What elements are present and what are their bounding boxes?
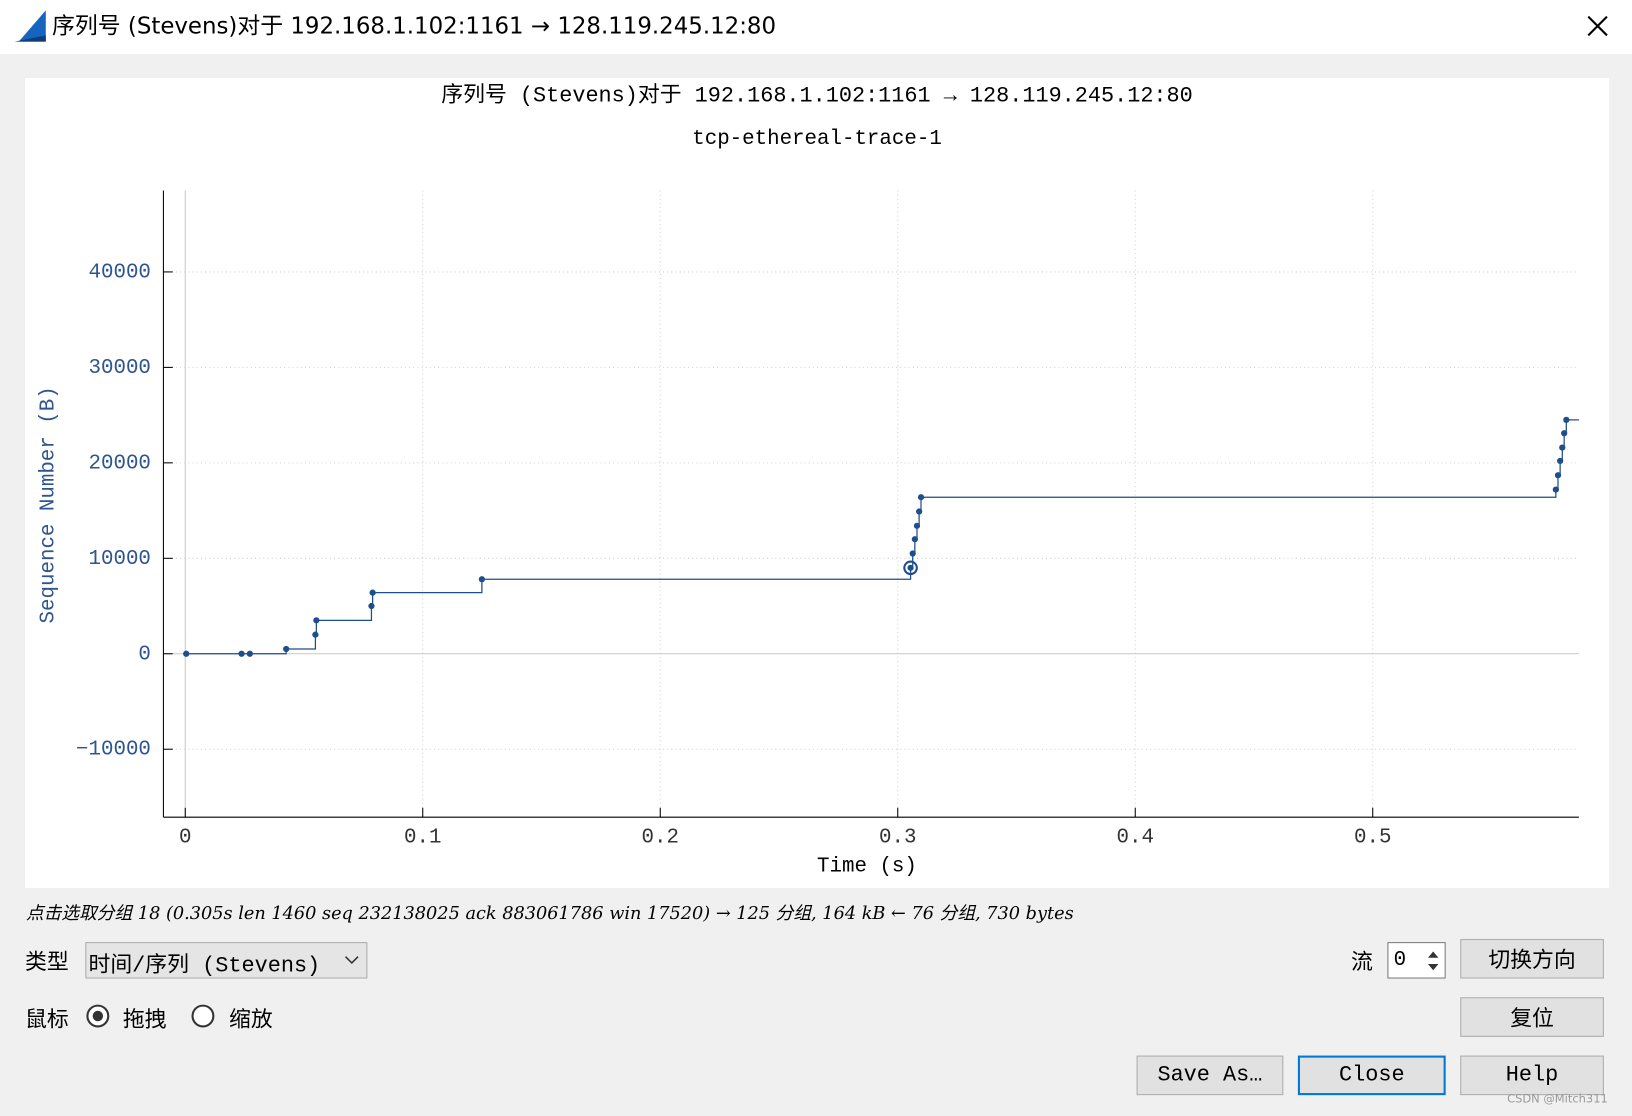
help-button[interactable]: Help	[1460, 1055, 1604, 1096]
radio-checked	[92, 1010, 104, 1022]
step-segment	[286, 634, 317, 650]
status-text: 点击选取分组 18 (0.305s len 1460 seq 232138025…	[26, 903, 1074, 925]
data-point	[183, 650, 190, 657]
title-bar	[0, 0, 1632, 55]
data-point	[1559, 444, 1566, 451]
spin-arrows[interactable]	[1426, 947, 1441, 974]
data-point	[1554, 472, 1562, 479]
x-tick-label: 0.4	[1117, 826, 1154, 849]
data-point	[913, 522, 921, 529]
close-x[interactable]	[1587, 15, 1608, 37]
type-dropdown[interactable]: 时间/序列 (Stevens)	[85, 942, 368, 979]
data-point	[909, 550, 916, 557]
zoom-radio[interactable]	[191, 1004, 215, 1028]
drag-label[interactable]: 拖拽	[122, 1006, 167, 1032]
y-tick-label: 20000	[89, 452, 151, 475]
y-tick-label: 40000	[89, 261, 151, 284]
y-tick-label: −10000	[76, 739, 151, 762]
x-tick-label: 0.5	[1354, 826, 1391, 849]
data-point	[1561, 430, 1568, 437]
y-axis-label: Sequence Number (B)	[37, 386, 60, 623]
data-point	[312, 631, 319, 638]
stream-value[interactable]: 0	[1393, 948, 1407, 973]
type-value[interactable]: 时间/序列 (Stevens)	[88, 954, 321, 979]
close-button[interactable]: Close	[1297, 1055, 1446, 1096]
data-point	[368, 602, 375, 610]
step-segment	[481, 567, 912, 580]
y-tick-label: 10000	[89, 548, 151, 571]
data-point	[916, 508, 923, 515]
data-point	[246, 650, 253, 657]
y-tick-label: 0	[138, 643, 150, 666]
zoom-label[interactable]: 缩放	[228, 1006, 273, 1032]
data-point	[911, 536, 918, 543]
stream-label: 流	[1350, 949, 1373, 975]
data-point	[283, 645, 290, 653]
app-icon-base	[14, 35, 46, 42]
type-label: 类型	[24, 949, 69, 975]
data-point	[478, 576, 486, 583]
selected-point	[903, 560, 918, 576]
data-point	[1557, 457, 1564, 465]
stream-spinbox[interactable]: 0	[1387, 942, 1446, 979]
data-point	[369, 589, 376, 596]
data-point	[917, 494, 925, 501]
window-title: 序列号 (Stevens)对于 192.168.1.102:1161 → 128…	[52, 14, 776, 40]
data-point	[1563, 416, 1570, 424]
close-window[interactable]	[1587, 15, 1608, 37]
step-segment	[372, 579, 483, 594]
data-point	[1552, 486, 1559, 493]
plot-panel	[24, 78, 1610, 888]
chart-subtitle: tcp-ethereal-trace-1	[692, 128, 942, 151]
x-tick-label: 0.3	[879, 826, 916, 849]
dropdown-arrow[interactable]	[344, 955, 360, 965]
y-tick-label: 30000	[89, 357, 151, 380]
x-tick-label: 0	[179, 826, 191, 849]
x-tick-label: 0.2	[642, 826, 679, 849]
data-point	[313, 617, 320, 624]
switch-direction-button[interactable]: 切换方向	[1460, 938, 1604, 979]
reset-button[interactable]: 复位	[1460, 997, 1604, 1037]
data-point	[238, 650, 245, 657]
data-point	[907, 564, 914, 571]
chart-title: 序列号 (Stevens)对于 192.168.1.102:1161 → 128…	[441, 83, 1192, 109]
watermark: CSDN @Mitch311	[1507, 1092, 1608, 1106]
x-axis-label: Time (s)	[817, 856, 917, 879]
drag-radio[interactable]	[86, 1004, 110, 1028]
step-segment	[316, 606, 373, 621]
mouse-label: 鼠标	[24, 1006, 69, 1032]
x-tick-label: 0.1	[404, 826, 441, 849]
save-as-button[interactable]: Save As…	[1136, 1055, 1284, 1096]
